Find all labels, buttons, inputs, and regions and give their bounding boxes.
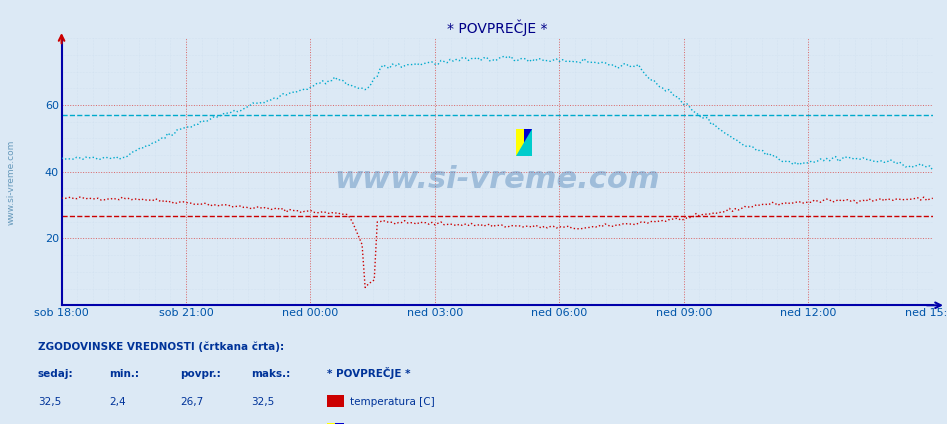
Bar <box>516 129 532 156</box>
Title: * POVPREČJE *: * POVPREČJE * <box>447 19 547 36</box>
Bar <box>525 129 532 156</box>
Text: maks.:: maks.: <box>251 369 290 379</box>
Text: www.si-vreme.com: www.si-vreme.com <box>334 165 660 194</box>
Text: ZGODOVINSKE VREDNOSTI (črtkana črta):: ZGODOVINSKE VREDNOSTI (črtkana črta): <box>38 341 284 352</box>
Text: 32,5: 32,5 <box>38 397 62 407</box>
Text: 2,4: 2,4 <box>109 397 126 407</box>
Text: 32,5: 32,5 <box>251 397 275 407</box>
Text: temperatura [C]: temperatura [C] <box>350 397 435 407</box>
Text: 26,7: 26,7 <box>180 397 204 407</box>
Polygon shape <box>516 129 532 156</box>
Text: www.si-vreme.com: www.si-vreme.com <box>7 139 16 225</box>
Text: povpr.:: povpr.: <box>180 369 221 379</box>
Text: sedaj:: sedaj: <box>38 369 74 379</box>
Bar <box>327 423 335 424</box>
Text: * POVPREČJE *: * POVPREČJE * <box>327 367 410 379</box>
Text: min.:: min.: <box>109 369 139 379</box>
